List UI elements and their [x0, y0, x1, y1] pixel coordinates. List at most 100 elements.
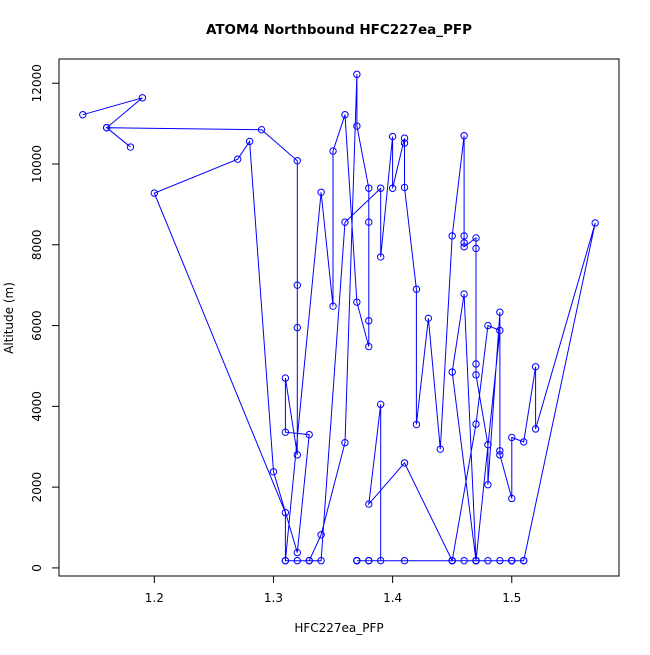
data-point — [317, 556, 325, 565]
data-point — [400, 134, 409, 142]
data-point — [257, 125, 266, 134]
data-point — [293, 548, 301, 557]
data-point — [79, 111, 87, 119]
data-point — [281, 428, 290, 436]
data-point — [424, 314, 433, 323]
data-point — [365, 500, 373, 508]
data-point — [412, 420, 421, 429]
data-point — [400, 556, 409, 565]
data-point — [377, 400, 385, 409]
data-point — [472, 420, 480, 428]
data-point — [460, 132, 468, 140]
data-point — [519, 556, 528, 565]
data-point — [281, 556, 290, 565]
x-axis-label: HFC227ea_PFP — [294, 621, 383, 635]
data-point — [412, 285, 421, 293]
data-point — [472, 234, 480, 242]
y-tick-label: 4000 — [30, 391, 44, 422]
data-point — [102, 123, 111, 132]
data-point — [365, 556, 373, 565]
data-point — [400, 183, 409, 192]
data-point — [388, 132, 397, 141]
data-point — [460, 290, 468, 298]
data-point — [484, 441, 492, 449]
data-point — [365, 184, 373, 192]
data-point — [138, 94, 147, 102]
y-axis: 0 2000 4000 6000 8000 10000 12000 — [30, 64, 60, 572]
data-point — [460, 556, 468, 565]
series-layer — [79, 70, 599, 565]
data-point — [317, 531, 325, 539]
data-point — [341, 439, 349, 447]
data-point — [234, 155, 242, 163]
data-point — [472, 244, 480, 253]
x-tick-label: 1.4 — [383, 591, 402, 605]
data-point — [245, 137, 254, 146]
data-point — [388, 184, 397, 192]
data-point — [353, 556, 361, 565]
data-point — [353, 298, 361, 306]
y-axis-label: Altitude (m) — [2, 282, 16, 354]
data-point — [484, 556, 492, 565]
y-tick-label: 0 — [30, 564, 44, 572]
data-point — [436, 445, 444, 453]
x-tick-label: 1.3 — [264, 591, 283, 605]
data-point — [531, 425, 540, 433]
data-point — [150, 189, 159, 197]
data-point — [377, 184, 385, 192]
chart-title: ATOM4 Northbound HFC227ea_PFP — [206, 22, 472, 38]
data-point — [448, 368, 456, 376]
data-point — [293, 451, 301, 459]
x-axis: 1.2 1.3 1.4 1.5 — [145, 575, 521, 605]
data-point — [365, 317, 373, 325]
data-point — [377, 253, 385, 261]
data-point — [353, 122, 361, 130]
data-point — [305, 430, 313, 439]
data-point — [484, 481, 492, 489]
data-point — [508, 556, 516, 565]
data-point — [329, 302, 337, 310]
data-point — [281, 508, 290, 517]
data-point — [365, 342, 373, 351]
x-tick-label: 1.5 — [502, 591, 521, 605]
data-point — [329, 147, 337, 155]
data-point — [305, 556, 313, 565]
data-point — [496, 556, 504, 565]
data-point — [293, 157, 301, 165]
data-point — [460, 243, 468, 251]
data-point — [591, 219, 599, 227]
data-point — [293, 281, 301, 289]
data-point — [496, 326, 504, 335]
data-point — [341, 218, 349, 226]
y-tick-label: 12000 — [30, 64, 44, 102]
data-point — [508, 433, 516, 442]
data-point — [353, 70, 361, 79]
data-point — [365, 218, 373, 226]
data-point — [496, 447, 504, 455]
y-tick-label: 10000 — [30, 145, 44, 183]
data-point — [377, 556, 385, 565]
data-point — [341, 111, 349, 119]
series-line — [82, 74, 596, 562]
data-point — [400, 459, 409, 467]
data-point — [531, 363, 540, 371]
x-tick-label: 1.2 — [145, 591, 164, 605]
data-point — [472, 360, 480, 368]
data-point — [472, 371, 480, 379]
data-point — [519, 438, 528, 446]
y-tick-label: 8000 — [30, 230, 44, 261]
data-point — [460, 239, 468, 247]
data-point — [448, 556, 456, 565]
y-tick-label: 2000 — [30, 472, 44, 503]
data-point — [293, 323, 301, 332]
y-tick-label: 6000 — [30, 310, 44, 341]
data-point — [496, 451, 504, 459]
data-point — [317, 188, 325, 196]
data-point — [126, 143, 135, 151]
data-point — [472, 556, 480, 565]
data-point — [269, 468, 278, 476]
data-point — [484, 321, 492, 330]
data-point — [400, 139, 409, 147]
